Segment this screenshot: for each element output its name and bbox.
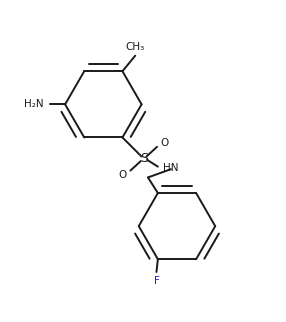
Text: HN: HN xyxy=(163,163,178,173)
Text: F: F xyxy=(154,276,159,286)
Text: S: S xyxy=(140,152,148,165)
Text: O: O xyxy=(118,170,127,180)
Text: H₂N: H₂N xyxy=(24,99,44,109)
Text: CH₃: CH₃ xyxy=(126,42,145,52)
Text: O: O xyxy=(161,137,169,147)
